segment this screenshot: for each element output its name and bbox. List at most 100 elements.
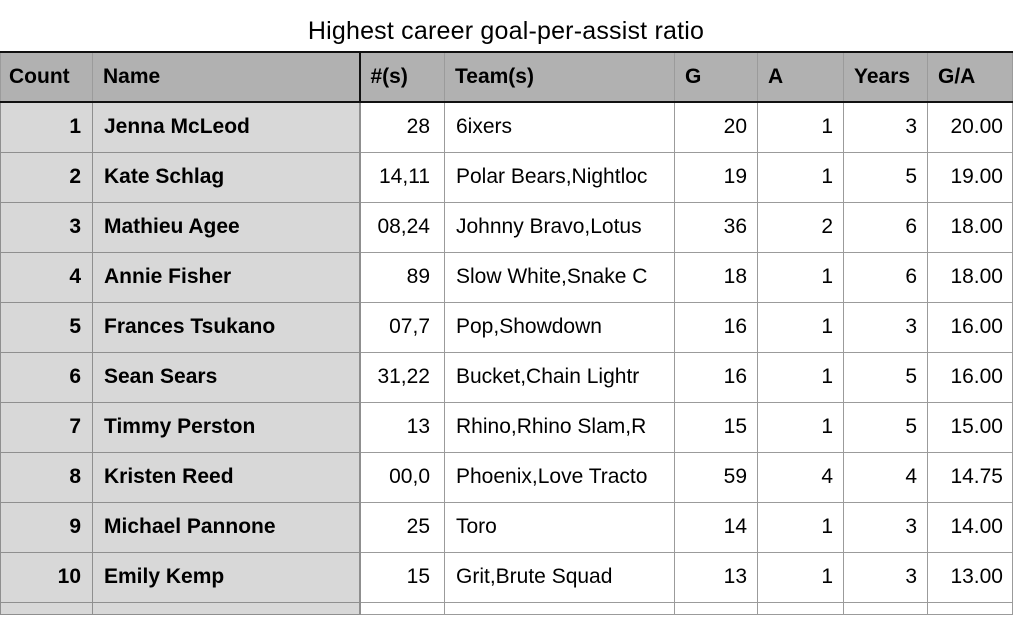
cell-teams[interactable]: Pop,Showdown [444, 301, 675, 353]
cell-teams[interactable] [444, 601, 675, 615]
cell-nums[interactable]: 89 [359, 251, 445, 303]
cell-a[interactable]: 1 [757, 101, 844, 153]
cell-teams[interactable]: Polar Bears,Nightloc [444, 151, 675, 203]
header-years[interactable]: Years [843, 51, 928, 103]
cell-a[interactable]: 1 [757, 401, 844, 453]
cell-count[interactable] [0, 601, 93, 615]
cell-count[interactable]: 5 [0, 301, 93, 353]
cell-g[interactable]: 16 [674, 351, 758, 403]
cell-nums[interactable]: 15 [359, 551, 445, 603]
cell-years[interactable]: 3 [843, 501, 928, 553]
cell-nums[interactable]: 31,22 [359, 351, 445, 403]
cell-ga[interactable] [927, 601, 1013, 615]
cell-name[interactable]: Frances Tsukano [92, 301, 361, 353]
cell-nums[interactable]: 28 [359, 101, 445, 153]
header-goals[interactable]: G [674, 51, 758, 103]
cell-name[interactable]: Sean Sears [92, 351, 361, 403]
cell-g[interactable]: 14 [674, 501, 758, 553]
cell-years[interactable]: 3 [843, 101, 928, 153]
cell-teams[interactable]: Toro [444, 501, 675, 553]
cell-years[interactable]: 5 [843, 151, 928, 203]
cell-count[interactable]: 4 [0, 251, 93, 303]
cell-count[interactable]: 6 [0, 351, 93, 403]
header-assists[interactable]: A [757, 51, 844, 103]
cell-g[interactable]: 19 [674, 151, 758, 203]
cell-count[interactable]: 9 [0, 501, 93, 553]
cell-years[interactable]: 3 [843, 301, 928, 353]
cell-name[interactable]: Jenna McLeod [92, 101, 361, 153]
cell-a[interactable]: 2 [757, 201, 844, 253]
cell-years[interactable]: 3 [843, 551, 928, 603]
cell-nums[interactable] [359, 601, 445, 615]
header-name[interactable]: Name [92, 51, 361, 103]
header-teams[interactable]: Team(s) [444, 51, 675, 103]
cell-ga[interactable]: 16.00 [927, 351, 1013, 403]
cell-teams[interactable]: Phoenix,Love Tracto [444, 451, 675, 503]
cell-nums[interactable]: 14,11 [359, 151, 445, 203]
cell-ga[interactable]: 18.00 [927, 201, 1013, 253]
cell-g[interactable]: 16 [674, 301, 758, 353]
cell-name[interactable]: Kate Schlag [92, 151, 361, 203]
cell-a[interactable]: 1 [757, 301, 844, 353]
cell-count[interactable]: 8 [0, 451, 93, 503]
header-numbers[interactable]: #(s) [359, 51, 445, 103]
cell-years[interactable]: 6 [843, 251, 928, 303]
cell-years[interactable]: 5 [843, 351, 928, 403]
cell-count[interactable]: 7 [0, 401, 93, 453]
cell-teams[interactable]: Rhino,Rhino Slam,R [444, 401, 675, 453]
cell-years[interactable]: 6 [843, 201, 928, 253]
cell-g[interactable]: 18 [674, 251, 758, 303]
cell-name[interactable]: Kristen Reed [92, 451, 361, 503]
cell-ga[interactable]: 19.00 [927, 151, 1013, 203]
cell-a[interactable]: 1 [757, 551, 844, 603]
cell-count[interactable]: 2 [0, 151, 93, 203]
cell-teams[interactable]: Johnny Bravo,Lotus [444, 201, 675, 253]
cell-ga[interactable]: 13.00 [927, 551, 1013, 603]
cell-name[interactable]: Annie Fisher [92, 251, 361, 303]
table-body: 1 Jenna McLeod 28 6ixers 20 1 3 20.00 2 Kate Schl… [0, 101, 1013, 615]
table-row-partial [0, 601, 1013, 615]
cell-ga[interactable]: 15.00 [927, 401, 1013, 453]
cell-name[interactable]: Michael Pannone [92, 501, 361, 553]
cell-count[interactable]: 10 [0, 551, 93, 603]
cell-g[interactable]: 59 [674, 451, 758, 503]
cell-g[interactable] [674, 601, 758, 615]
cell-ga[interactable]: 16.00 [927, 301, 1013, 353]
cell-teams[interactable]: Grit,Brute Squad [444, 551, 675, 603]
cell-count[interactable]: 3 [0, 201, 93, 253]
cell-a[interactable]: 1 [757, 151, 844, 203]
cell-ga[interactable]: 20.00 [927, 101, 1013, 153]
cell-name[interactable]: Emily Kemp [92, 551, 361, 603]
cell-nums[interactable]: 08,24 [359, 201, 445, 253]
cell-nums[interactable]: 25 [359, 501, 445, 553]
cell-years[interactable]: 5 [843, 401, 928, 453]
header-goal-assist-ratio[interactable]: G/A [927, 51, 1013, 103]
cell-g[interactable]: 36 [674, 201, 758, 253]
header-count[interactable]: Count [0, 51, 93, 103]
cell-g[interactable]: 13 [674, 551, 758, 603]
cell-a[interactable]: 1 [757, 251, 844, 303]
cell-count[interactable]: 1 [0, 101, 93, 153]
cell-teams[interactable]: 6ixers [444, 101, 675, 153]
cell-nums[interactable]: 00,0 [359, 451, 445, 503]
cell-g[interactable]: 15 [674, 401, 758, 453]
cell-a[interactable]: 4 [757, 451, 844, 503]
cell-name[interactable] [92, 601, 361, 615]
cell-ga[interactable]: 14.00 [927, 501, 1013, 553]
cell-nums[interactable]: 07,7 [359, 301, 445, 353]
cell-years[interactable] [843, 601, 928, 615]
table-row: 6 Sean Sears 31,22 Bucket,Chain Lightr 16 1 5 1… [0, 351, 1013, 403]
cell-ga[interactable]: 14.75 [927, 451, 1013, 503]
cell-g[interactable]: 20 [674, 101, 758, 153]
cell-name[interactable]: Timmy Perston [92, 401, 361, 453]
cell-years[interactable]: 4 [843, 451, 928, 503]
cell-name[interactable]: Mathieu Agee [92, 201, 361, 253]
cell-ga[interactable]: 18.00 [927, 251, 1013, 303]
cell-teams[interactable]: Slow White,Snake C [444, 251, 675, 303]
cell-a[interactable]: 1 [757, 351, 844, 403]
cell-a[interactable]: 1 [757, 501, 844, 553]
cell-a[interactable] [757, 601, 844, 615]
cell-teams[interactable]: Bucket,Chain Lightr [444, 351, 675, 403]
cell-nums[interactable]: 13 [359, 401, 445, 453]
